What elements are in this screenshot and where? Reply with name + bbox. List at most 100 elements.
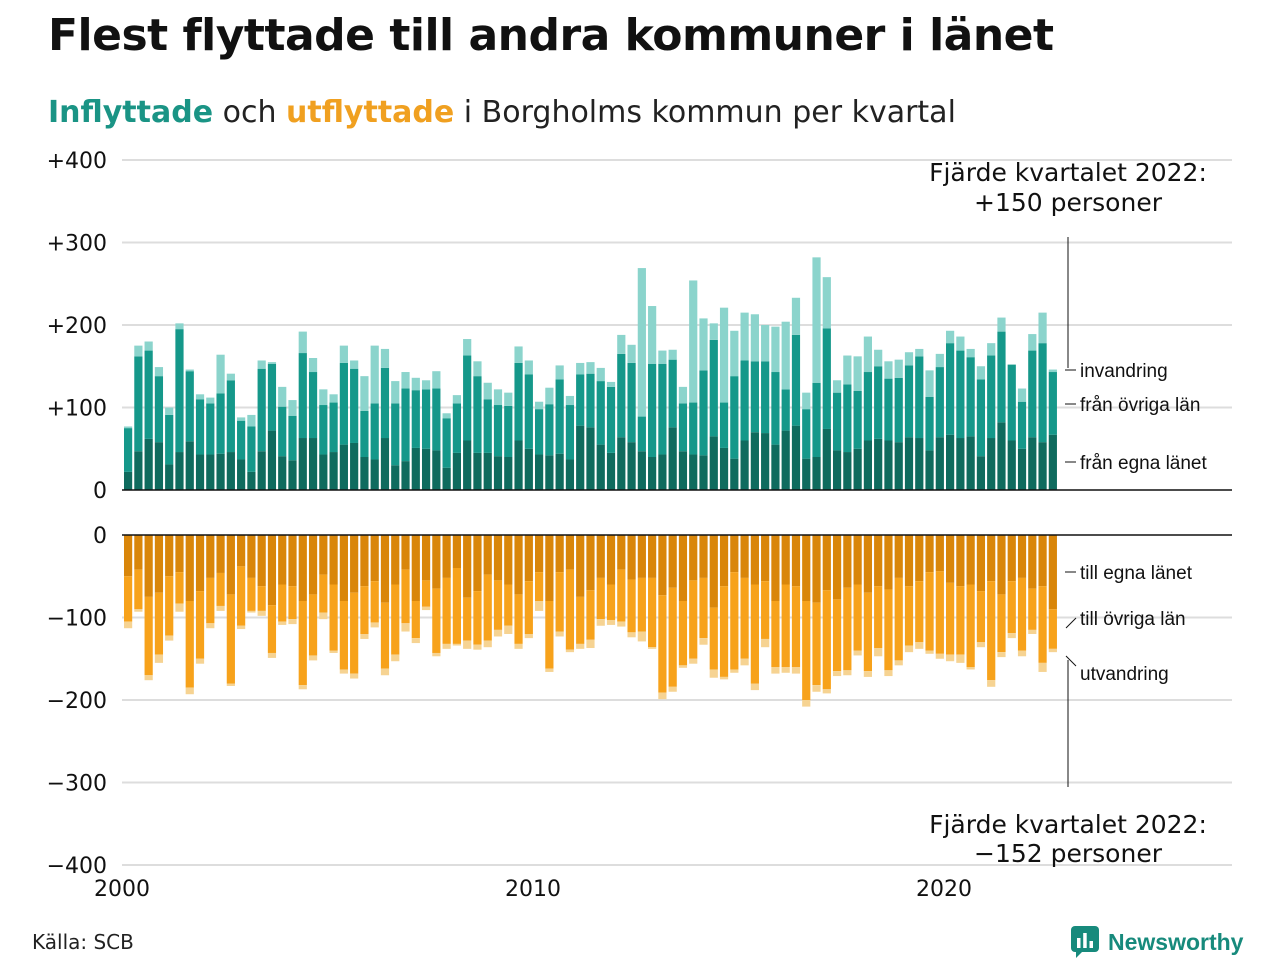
bar-in-segment: [504, 392, 513, 406]
label-till-ovriga-lan: till övriga län: [1080, 609, 1186, 630]
bar-in-segment: [411, 390, 420, 448]
bar-in-segment: [1038, 343, 1047, 443]
bar-out-segment: [791, 535, 801, 587]
bar-out-segment: [946, 582, 955, 655]
bar-out-segment: [267, 605, 277, 653]
bar-in-segment: [195, 454, 205, 490]
bar-out-segment: [165, 535, 174, 577]
bar-out-segment: [966, 535, 975, 585]
bar-out-segment: [226, 594, 235, 684]
bar-out-segment: [668, 686, 677, 692]
bar-out-segment: [606, 584, 616, 620]
bar-out-segment: [216, 572, 225, 606]
bar-out-segment: [1017, 650, 1027, 657]
bar-out-segment: [329, 535, 338, 585]
bar-out-segment: [966, 584, 975, 667]
bar-out-segment: [411, 535, 420, 601]
bar-in-segment: [473, 452, 482, 490]
bar-in-segment: [463, 339, 472, 356]
bar-out-segment: [843, 535, 852, 588]
bar-in-segment: [1017, 448, 1027, 490]
bar-out-segment: [493, 580, 503, 630]
bar-out-segment: [267, 535, 277, 606]
bar-out-segment: [617, 569, 626, 622]
bar-out-segment: [771, 535, 780, 601]
bar-in-segment: [1007, 440, 1016, 490]
newsworthy-logo[interactable]: Newsworthy: [1070, 925, 1243, 959]
subtitle-inflyttade: Inflyttade: [48, 95, 214, 130]
bar-in-segment: [884, 440, 893, 490]
bar-out-segment: [432, 535, 441, 589]
bar-in-segment: [267, 363, 277, 431]
bar-in-segment: [781, 389, 790, 431]
bar-out-segment: [648, 577, 657, 648]
annotation-out-line2: −152 personer: [974, 839, 1163, 868]
bar-out-segment: [802, 700, 811, 707]
bar-in-segment: [483, 452, 492, 490]
bar-out-segment: [452, 535, 461, 568]
bar-out-segment: [946, 535, 955, 583]
bar-out-segment: [730, 535, 739, 573]
bar-in-segment: [380, 348, 390, 368]
bar-in-segment: [791, 334, 801, 426]
bar-out-segment: [1007, 581, 1016, 634]
bar-out-segment: [154, 535, 164, 593]
bar-in-segment: [463, 440, 472, 490]
bar-in-segment: [401, 461, 410, 490]
bar-out-segment: [473, 535, 482, 592]
bar-out-segment: [976, 591, 986, 643]
bar-out-segment: [216, 605, 225, 611]
bar-out-segment: [668, 535, 677, 588]
bar-in-segment: [421, 389, 431, 449]
bar-out-segment: [247, 610, 256, 613]
bar-out-segment: [853, 650, 862, 656]
bar-out-segment: [709, 607, 718, 670]
bar-out-segment: [524, 634, 533, 639]
bar-in-segment: [247, 414, 256, 427]
bar-in-segment: [165, 464, 174, 490]
bar-in-segment: [514, 440, 523, 490]
bar-out-segment: [761, 638, 770, 648]
bar-out-segment: [740, 577, 749, 659]
bar-in-segment: [134, 345, 143, 357]
x-tick-label: 2020: [916, 877, 972, 902]
bar-out-segment: [791, 586, 801, 667]
bar-out-segment: [709, 535, 718, 608]
bar-in-segment: [997, 422, 1006, 490]
bar-out-segment: [709, 669, 718, 678]
bar-in-segment: [278, 386, 287, 407]
bar-out-segment: [627, 632, 636, 638]
bar-in-segment: [1017, 401, 1027, 449]
bar-out-segment: [247, 577, 256, 611]
bar-out-segment: [740, 658, 749, 666]
leader-utvandring: [1065, 655, 1077, 667]
bar-out-segment: [915, 642, 924, 649]
bar-in-segment: [689, 402, 698, 455]
bar-in-segment: [493, 389, 503, 406]
bar-in-segment: [853, 356, 862, 391]
bar-out-segment: [504, 625, 513, 634]
bar-out-segment: [134, 569, 143, 610]
bar-in-segment: [524, 360, 533, 375]
bar-in-segment: [298, 331, 307, 354]
bar-out-segment: [514, 643, 523, 649]
bar-in-segment: [144, 350, 153, 439]
bar-in-segment: [555, 365, 564, 380]
bar-out-segment: [904, 645, 914, 653]
bar-in-segment: [391, 381, 400, 404]
bar-out-segment: [832, 599, 842, 672]
bar-out-segment: [206, 623, 215, 629]
bar-out-segment: [976, 642, 986, 648]
bar-out-segment: [237, 625, 246, 630]
bar-out-segment: [781, 535, 790, 585]
bar-in-segment: [894, 359, 903, 378]
bar-out-segment: [1048, 648, 1057, 653]
bar-in-segment: [555, 453, 564, 490]
bar-out-segment: [802, 601, 811, 700]
bar-out-segment: [1028, 629, 1037, 634]
bar-out-segment: [360, 586, 369, 634]
bar-out-segment: [761, 581, 770, 639]
bar-out-segment: [761, 535, 770, 582]
bar-in-segment: [1048, 369, 1057, 373]
bar-out-segment: [535, 601, 544, 611]
